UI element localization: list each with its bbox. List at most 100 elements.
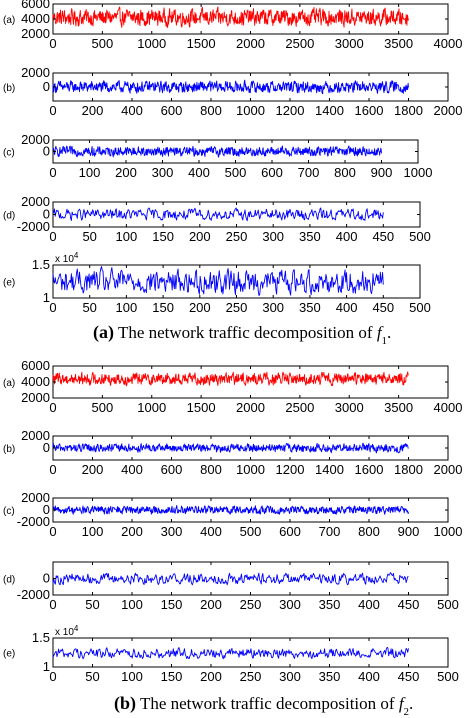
- x-tick-label: 1600: [355, 103, 384, 118]
- x-tick-label: 600: [279, 524, 301, 539]
- panel-label: (c): [3, 148, 15, 159]
- x-tick-label: 150: [152, 300, 174, 315]
- x-tick-label: 900: [371, 165, 393, 180]
- y-tick-label: 0: [43, 440, 50, 455]
- x-tick-label: 2000: [434, 103, 463, 118]
- x-tick-label: 800: [200, 103, 222, 118]
- x-tick-label: 3500: [384, 36, 413, 51]
- x-tick-label: 2000: [236, 36, 265, 51]
- x-tick-label: 350: [299, 229, 321, 244]
- y-tick-label: 4000: [21, 11, 50, 26]
- x-tick-label: 600: [161, 462, 183, 477]
- x-tick-label: 100: [82, 524, 104, 539]
- x-tick-label: 4000: [434, 36, 463, 51]
- x-tick-label: 400: [358, 669, 380, 684]
- subplot-a-e: 0 50 100 150 200 250 300 350 400 450 500 1 1.5 (e) x 1…: [3, 251, 431, 316]
- x-tick-label: 450: [372, 300, 394, 315]
- x-tick-label: 400: [188, 165, 210, 180]
- series-line: [52, 646, 409, 660]
- x-tick-label: 1400: [315, 462, 344, 477]
- x-tick-label: 800: [358, 524, 380, 539]
- series-line: [52, 79, 409, 95]
- y-tick-label: -2000: [17, 514, 50, 529]
- x-tick-label: 200: [189, 300, 211, 315]
- x-tick-label: 2000: [434, 462, 463, 477]
- x-tick-label: 450: [398, 669, 420, 684]
- x-tick-label: 500: [437, 597, 459, 612]
- panel-label: (d): [3, 575, 15, 586]
- exponent-label: x 104: [55, 251, 79, 266]
- x-tick-label: 500: [409, 300, 431, 315]
- panel-label: (b): [3, 444, 15, 455]
- x-tick-label: 4000: [434, 400, 463, 415]
- subplot-stack: 0 500 1000 1500 2000 2500 3000 3500 400020004000…: [3, 0, 462, 684]
- x-tick-label: 200: [189, 229, 211, 244]
- x-tick-label: 200: [115, 165, 137, 180]
- x-tick-label: 500: [409, 229, 431, 244]
- y-tick-label: 6000: [21, 358, 50, 373]
- x-tick-label: 450: [372, 229, 394, 244]
- x-tick-label: 0: [49, 165, 56, 180]
- x-tick-label: 100: [79, 165, 101, 180]
- x-tick-label: 350: [299, 300, 321, 315]
- x-tick-label: 300: [279, 597, 301, 612]
- x-tick-label: 400: [200, 524, 222, 539]
- y-tick-label: -2000: [17, 219, 50, 234]
- panel-label: (c): [3, 506, 15, 517]
- x-tick-label: 300: [279, 669, 301, 684]
- y-tick-label: 0: [43, 144, 50, 159]
- x-tick-label: 500: [92, 400, 114, 415]
- x-tick-label: 300: [152, 165, 174, 180]
- y-tick-label: 2000: [21, 26, 50, 41]
- x-tick-label: 50: [82, 229, 96, 244]
- x-tick-label: 0: [49, 597, 56, 612]
- x-tick-label: 600: [261, 165, 283, 180]
- y-tick-label: 2000: [21, 65, 50, 80]
- y-tick-label: 2000: [21, 390, 50, 405]
- x-tick-label: 800: [200, 462, 222, 477]
- x-tick-label: 1400: [315, 103, 344, 118]
- subplot-b-c: 0 100 200 300 400 500 600 700 800 900 1000-2000020…: [3, 490, 462, 539]
- x-tick-label: 350: [319, 597, 341, 612]
- y-tick-label: 1: [43, 290, 50, 305]
- x-tick-label: 1800: [394, 462, 423, 477]
- subplot-a-d: 0 50 100 150 200 250 300 350 400 450 500-200002000…: [3, 194, 431, 244]
- x-tick-label: 1000: [434, 524, 463, 539]
- x-tick-label: 600: [161, 103, 183, 118]
- series-line: [52, 442, 409, 454]
- x-tick-label: 100: [116, 229, 138, 244]
- x-tick-label: 250: [240, 597, 262, 612]
- x-tick-label: 500: [240, 524, 262, 539]
- y-tick-label: 0: [43, 207, 50, 222]
- x-tick-label: 0: [49, 462, 56, 477]
- series-line: [52, 6, 409, 28]
- caption-a: (a) The network traffic decomposition of…: [93, 322, 391, 347]
- x-tick-label: 0: [49, 300, 56, 315]
- x-tick-label: 400: [336, 300, 358, 315]
- x-tick-label: 2500: [285, 36, 314, 51]
- x-tick-label: 1200: [276, 103, 305, 118]
- x-tick-label: 450: [398, 597, 420, 612]
- x-tick-label: 1000: [137, 400, 166, 415]
- x-tick-label: 0: [49, 669, 56, 684]
- y-tick-label: 2000: [21, 490, 50, 505]
- x-tick-label: 3500: [384, 400, 413, 415]
- x-tick-label: 50: [82, 300, 96, 315]
- y-tick-label: 0: [43, 79, 50, 94]
- x-tick-label: 1000: [137, 36, 166, 51]
- subplot-b-b: 0 200 400 600 800 1000 1200 1400 1600 1800 2000020…: [3, 428, 462, 477]
- x-tick-label: 400: [121, 462, 143, 477]
- panel-label: (b): [3, 83, 15, 94]
- x-tick-label: 200: [200, 597, 222, 612]
- x-tick-label: 2000: [236, 400, 265, 415]
- x-tick-label: 100: [116, 300, 138, 315]
- x-tick-label: 800: [334, 165, 356, 180]
- x-tick-label: 200: [82, 462, 104, 477]
- x-tick-label: 200: [82, 103, 104, 118]
- x-tick-label: 3000: [335, 400, 364, 415]
- x-tick-label: 1500: [187, 400, 216, 415]
- x-tick-label: 300: [262, 229, 284, 244]
- y-tick-label: 2000: [21, 194, 50, 209]
